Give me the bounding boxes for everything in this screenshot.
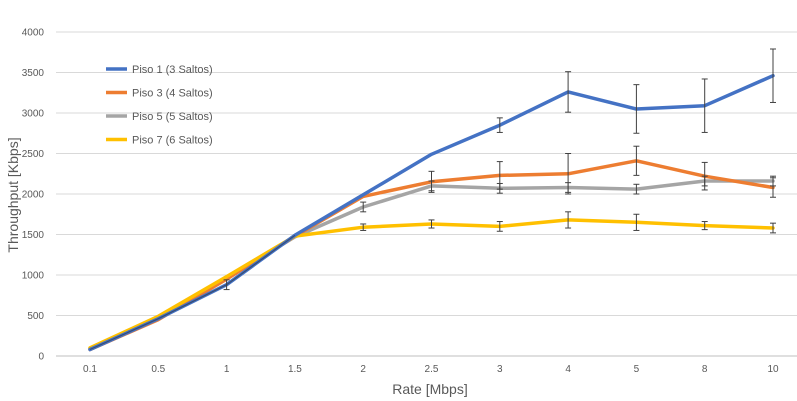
series-line-3 (88, 179, 775, 351)
x-tick-label: 0.5 (151, 364, 165, 375)
x-tick-label: 1 (224, 364, 230, 375)
legend: Piso 1 (3 Saltos) Piso 3 (4 Saltos) Piso 5… (106, 64, 213, 147)
x-tick-label: 3 (497, 364, 503, 375)
x-tick-label: 8 (702, 364, 708, 375)
series-lines (88, 73, 775, 352)
y-tick-label: 3000 (22, 109, 45, 120)
y-tick-label: 1500 (22, 230, 45, 241)
x-tick-label: 2 (360, 364, 366, 375)
y-tick-label: 1000 (22, 271, 45, 282)
x-tick-labels: 0.1 0.5 1 1.5 2 2.5 3 4 5 8 10 (83, 364, 779, 375)
legend-label-1: Piso 1 (3 Saltos) (132, 64, 213, 76)
legend-label-3: Piso 5 (5 Saltos) (132, 111, 213, 123)
legend-label-2: Piso 3 (4 Saltos) (132, 88, 213, 100)
y-tick-label: 4000 (22, 28, 45, 39)
x-tick-label: 5 (634, 364, 640, 375)
error-bars (223, 48, 776, 291)
y-tick-label: 2000 (22, 190, 45, 201)
y-tick-label: 2500 (22, 149, 45, 160)
gridlines (56, 31, 797, 357)
series-line-4 (88, 218, 775, 350)
x-tick-label: 10 (767, 364, 779, 375)
legend-label-4: Piso 7 (6 Saltos) (132, 135, 213, 147)
x-tick-label: 0.1 (83, 364, 97, 375)
overlap-line (89, 234, 296, 351)
y-tick-label: 3500 (22, 68, 45, 79)
x-tick-label: 2.5 (425, 364, 439, 375)
y-axis-title: Throughput [Kbps] (5, 137, 21, 252)
x-axis-title: Rate [Mbps] (392, 381, 467, 397)
y-tick-label: 500 (27, 311, 44, 322)
y-tick-label: 0 (38, 352, 44, 363)
x-tick-label: 1.5 (288, 364, 302, 375)
y-tick-labels: 0 500 1000 1500 2000 2500 3000 3500 4000 (22, 28, 45, 363)
x-tick-label: 4 (565, 364, 571, 375)
